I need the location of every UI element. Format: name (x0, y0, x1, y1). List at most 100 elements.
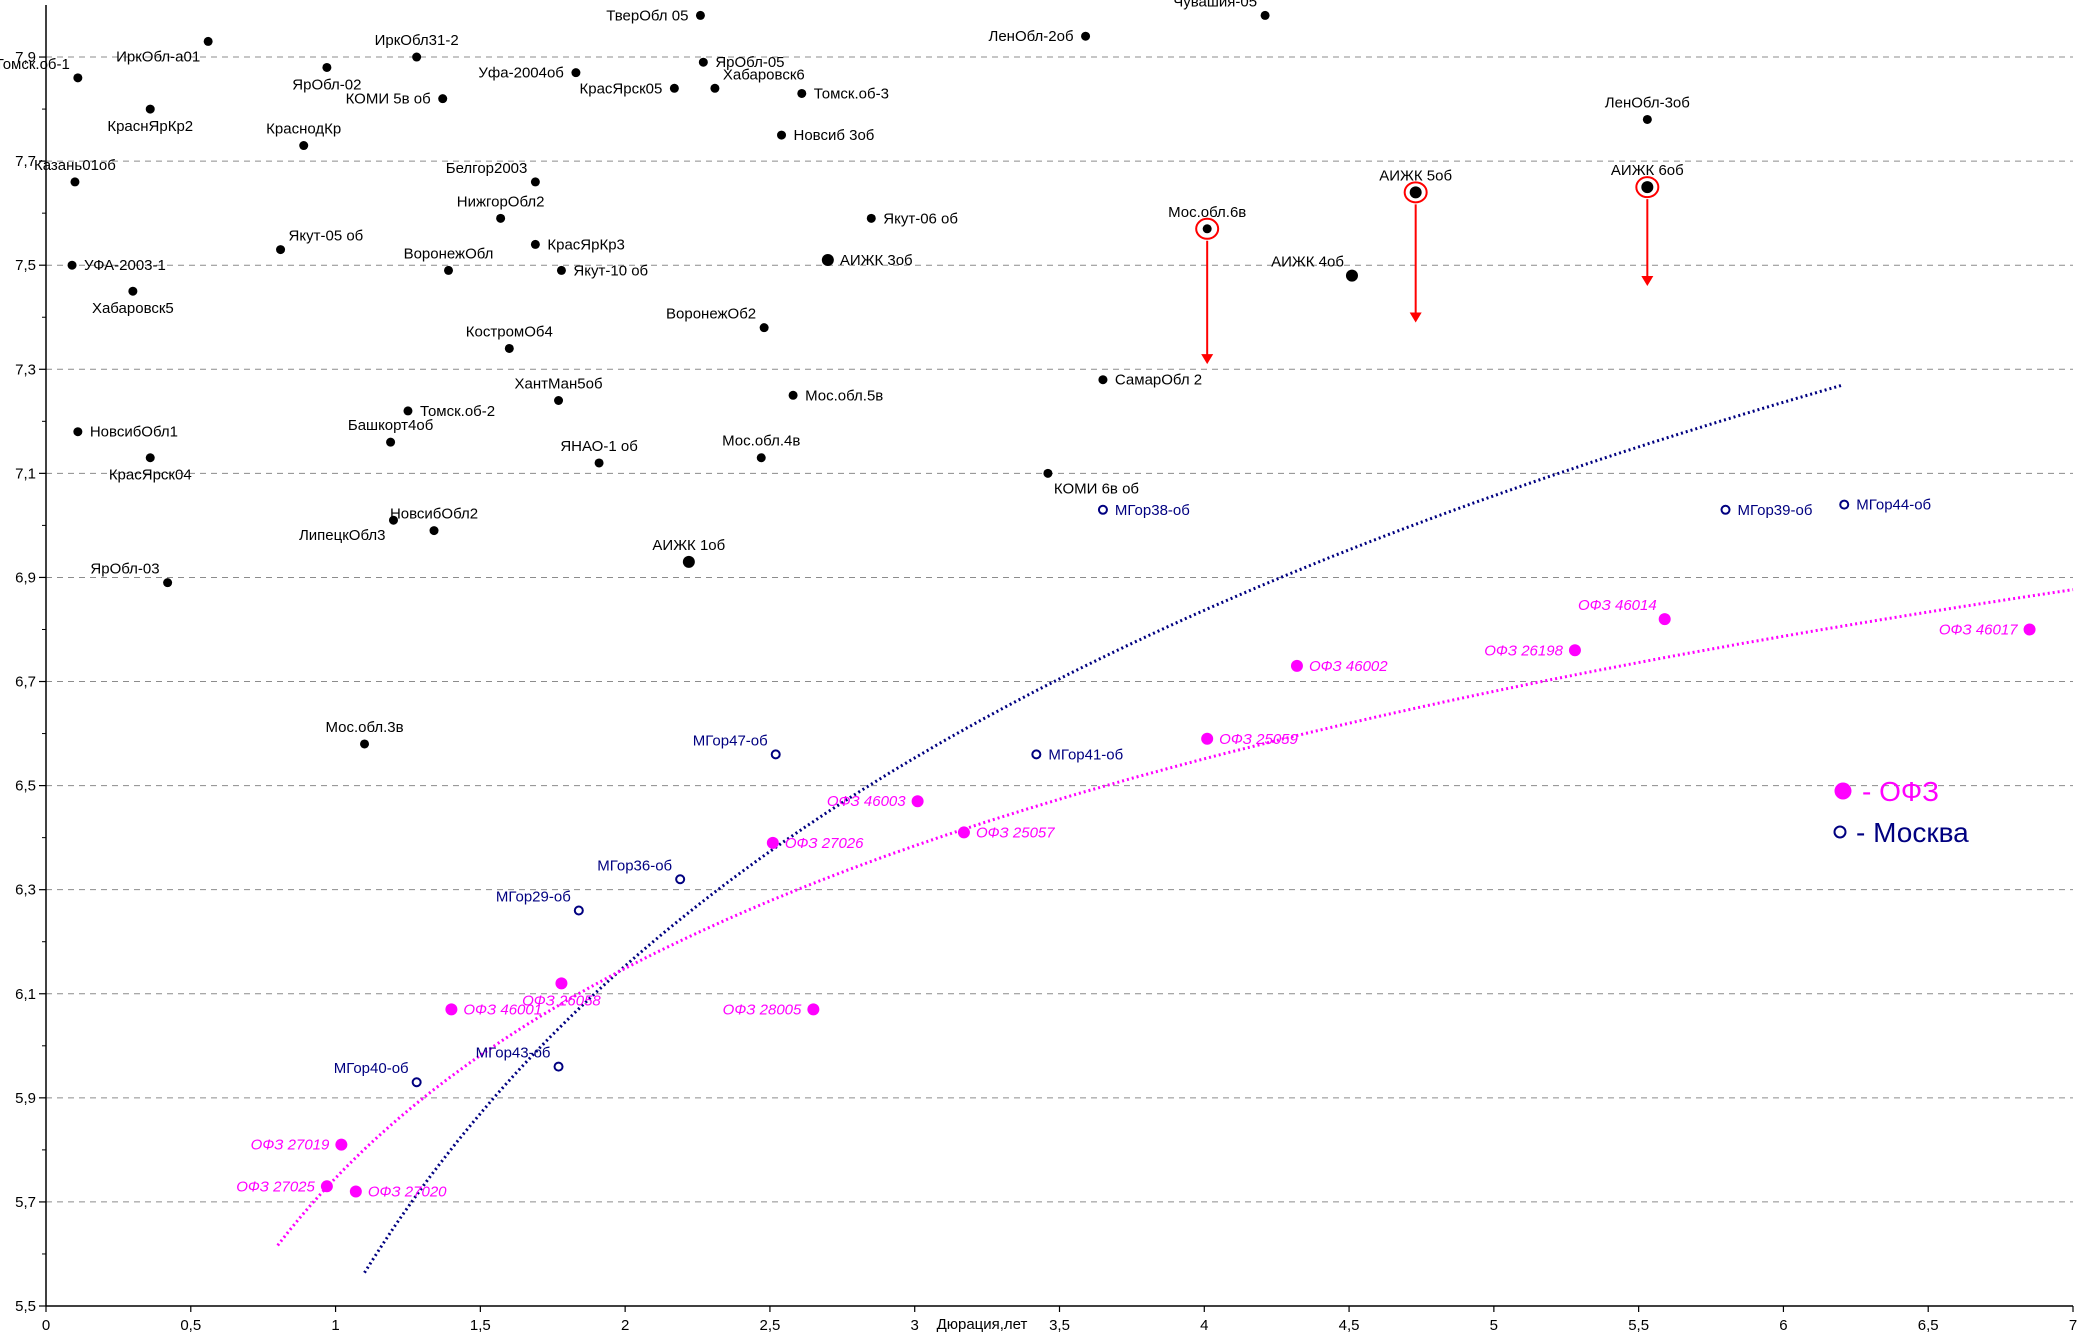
data-label: Якут-10 об (573, 262, 648, 279)
trendline-ОФЗ (276, 588, 2074, 1247)
data-label: Казань01об (34, 157, 116, 174)
data-point-ofz (1290, 659, 1303, 672)
data-point-ofz (555, 977, 568, 990)
data-label: ОФЗ 26058 (522, 992, 601, 1009)
x-tick-label: 2 (621, 1317, 629, 1334)
data-point-regional (386, 437, 396, 447)
data-label: ХантМан5об (515, 376, 603, 393)
y-tick-label: 6,3 (15, 882, 36, 899)
data-label: МГор44-об (1856, 497, 1931, 514)
data-label: КрасЯрск05 (580, 80, 663, 97)
data-point-ofz (445, 1003, 458, 1016)
data-label: ВоронежОбл (404, 245, 494, 262)
data-label: АИЖК 3об (840, 252, 913, 269)
data-label: Томск.об-2 (420, 403, 495, 420)
data-point-ofz (1568, 644, 1581, 657)
data-point-ofz (1658, 613, 1671, 626)
data-label: СамарОбл 2 (1115, 372, 1202, 389)
data-label: ЛенОбл-2об (988, 28, 1073, 45)
data-label: ЯрОбл-05 (715, 54, 784, 71)
data-point-ofz (335, 1138, 348, 1151)
data-point-regional (530, 239, 540, 249)
data-point-regional (128, 286, 138, 296)
data-label: Хабаровск5 (92, 300, 174, 317)
gridlines (46, 56, 2073, 1203)
data-label: УФА-2003-1 (84, 257, 166, 274)
y-tick-label: 7,1 (15, 465, 36, 482)
data-point-regional (682, 555, 695, 568)
data-label: ИркОбл31-2 (375, 32, 459, 49)
data-point-moscow (1720, 504, 1731, 515)
data-point-moscow (1097, 504, 1108, 515)
data-label: Томск.об-3 (814, 85, 889, 102)
data-label: Томск.об-1 (0, 56, 70, 73)
data-label: АИЖК 5об (1379, 167, 1452, 184)
data-point-regional (1260, 10, 1270, 20)
data-label: Мос.обл.3в (325, 719, 403, 736)
data-label: НовсибОбл1 (90, 424, 178, 441)
data-label: КОМИ 6в об (1054, 480, 1139, 497)
y-tick-label: 5,7 (15, 1194, 36, 1211)
x-tick-label: 7 (2069, 1317, 2077, 1334)
data-point-ofz (766, 836, 779, 849)
data-label: ОФЗ 27020 (368, 1184, 447, 1201)
data-label: МГор38-об (1115, 502, 1190, 519)
data-point-regional (777, 130, 787, 140)
data-label: ОФЗ 28005 (723, 1001, 802, 1018)
data-label: ЯНАО-1 об (560, 438, 637, 455)
data-point-ofz (807, 1003, 820, 1016)
data-label: ЯрОбл-02 (292, 76, 361, 93)
data-label: Хабаровск6 (723, 66, 805, 83)
highlight-arrow-head (1409, 312, 1422, 323)
data-label: Башкорт4об (348, 417, 433, 434)
x-tick-label: 4 (1200, 1317, 1208, 1334)
data-point-ofz (957, 826, 970, 839)
data-label: АИЖК 4об (1271, 254, 1344, 271)
data-point-regional (360, 739, 370, 749)
data-label: Уфа-2004об (478, 65, 564, 82)
data-label: МГор36-об (597, 857, 672, 874)
data-label: Якут-05 об (289, 228, 364, 245)
data-point-regional (438, 94, 448, 104)
x-tick-label: 1 (331, 1317, 339, 1334)
data-label: ТверОбл 05 (606, 7, 688, 24)
y-tick-label: 6,7 (15, 674, 36, 691)
data-label: КрасЯрск04 (109, 467, 192, 484)
legend-moscow-marker (1833, 825, 1847, 839)
data-point-regional (73, 427, 83, 437)
data-point-regional (698, 57, 708, 67)
data-label: Якут-06 об (883, 210, 958, 227)
y-tick-label: 5,9 (15, 1090, 36, 1107)
data-label: ОФЗ 46001 (463, 1001, 542, 1018)
legend-ofz-marker (1834, 782, 1852, 800)
data-label: МГор41-об (1048, 746, 1123, 763)
legend-moscow-label: - Москва (1856, 817, 1969, 848)
y-tick-label: 7,3 (15, 361, 36, 378)
data-point-regional (695, 10, 705, 20)
data-label: НовсибОбл2 (390, 506, 478, 523)
data-label: Мос.обл.5в (805, 387, 883, 404)
data-point-regional (788, 390, 798, 400)
x-tick-label: 6,5 (1918, 1317, 1939, 1334)
data-point-regional (1202, 224, 1212, 234)
data-point-moscow (770, 749, 781, 760)
data-point-moscow (1839, 499, 1850, 510)
data-point-regional (710, 83, 720, 93)
data-label: ЛенОбл-3об (1605, 94, 1690, 111)
data-point-regional (594, 458, 604, 468)
trendlines (276, 383, 2074, 1274)
data-point-regional (163, 578, 173, 588)
data-point-regional (412, 52, 422, 62)
data-point-regional (797, 88, 807, 98)
data-label: ОФЗ 27019 (251, 1137, 330, 1154)
data-label: ОФЗ 27025 (236, 1178, 315, 1195)
data-point-regional (1642, 114, 1652, 124)
data-point-regional (759, 323, 769, 333)
data-label: ОФЗ 26198 (1484, 642, 1563, 659)
y-tick-label: 7,9 (15, 49, 36, 66)
legend: - ОФЗ - Москва (1833, 776, 1969, 848)
x-tick-label: 1,5 (470, 1317, 491, 1334)
data-point-regional (203, 36, 213, 46)
x-axis-label: Дюрация,лет (937, 1316, 1028, 1333)
y-tick-label: 6,9 (15, 569, 36, 586)
